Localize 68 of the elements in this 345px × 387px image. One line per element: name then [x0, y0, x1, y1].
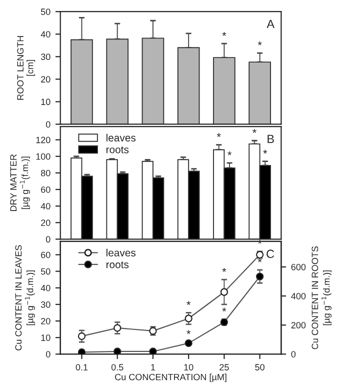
bar [106, 38, 129, 124]
data-label: * [258, 258, 262, 262]
point [78, 332, 86, 340]
y2-tick-label: 0 [291, 351, 296, 358]
data-label: * [222, 32, 226, 36]
y-tick-label: 50 [40, 268, 50, 275]
point [256, 272, 264, 280]
y2-tick-label: 400 [291, 292, 306, 300]
x-tick-label: 1 [151, 364, 156, 370]
y-tick-label: 40 [40, 203, 50, 210]
y-tick-label: 60 [41, 252, 50, 258]
x-tick-label: 0.5 [111, 364, 124, 370]
y-axis-title: Cu CONTENT IN LEAVES [µg g$^{−1}$(d.m.)] [15, 245, 35, 350]
point [184, 314, 192, 322]
data-label: * [263, 150, 268, 154]
point [78, 348, 86, 354]
annotation: B [268, 134, 274, 143]
bar [213, 57, 236, 124]
y2-tick-label: 200 [291, 322, 306, 328]
y-axis-title: ROOT LENGTH [cm] [17, 36, 36, 100]
y-tick-label: 10 [41, 98, 50, 106]
data-label: * [258, 41, 262, 46]
data-label: * [186, 301, 191, 305]
annotation: A [266, 20, 275, 28]
bar [142, 38, 164, 124]
y2-axis-title: Cu CONTENT IN ROOTS [µg g$^{−1}$(d.m.)] [312, 246, 332, 350]
y-tick-label: 40 [40, 284, 50, 292]
y-tick-label: 100 [36, 153, 50, 160]
data-label: * [216, 133, 221, 138]
data-label: * [186, 330, 191, 334]
point [114, 348, 122, 354]
bar [70, 39, 93, 124]
y-tick-label: 0 [46, 351, 50, 358]
y-tick-label: 80 [41, 170, 50, 176]
y2-tick-label: 600 [291, 264, 306, 270]
x-tick-label: 25 [220, 364, 229, 370]
legend-label: roots [106, 146, 129, 154]
bar [248, 62, 271, 124]
x-axis-title: Cu CONCENTRATION [µM] [115, 374, 226, 382]
point [220, 288, 228, 296]
legend-label: roots [106, 261, 129, 268]
data-label: * [222, 268, 226, 272]
y-tick-label: 40 [40, 31, 50, 38]
legend-label: leaves [106, 248, 136, 256]
y-tick-label: 50 [40, 8, 50, 15]
y-tick-label: 20 [41, 76, 50, 83]
legend-label: leaves [106, 134, 136, 142]
y-tick-label: 60 [41, 186, 50, 193]
y-axis-title: DRY MATTER [µg g$^{−1}$(f.m.)] [10, 154, 30, 211]
data-label: * [252, 128, 256, 133]
point [184, 339, 192, 348]
y-tick-label: 20 [41, 318, 50, 324]
y-tick-label: 0 [46, 121, 50, 128]
x-tick-label: 50 [255, 364, 264, 370]
y-tick-label: 30 [40, 301, 50, 308]
x-tick-label: 0.1 [76, 364, 88, 370]
data-label: * [228, 151, 232, 156]
x-tick-label: 10 [184, 364, 194, 370]
y-tick-label: 20 [41, 220, 50, 226]
point [114, 324, 122, 332]
point [149, 348, 157, 354]
y-tick-label: 120 [36, 136, 50, 144]
y-tick-label: 0 [46, 236, 50, 243]
annotation: C [266, 250, 274, 258]
y-tick-label: 10 [41, 334, 50, 341]
bar [177, 47, 200, 124]
y-tick-label: 30 [40, 54, 50, 60]
data-label: * [222, 308, 226, 312]
